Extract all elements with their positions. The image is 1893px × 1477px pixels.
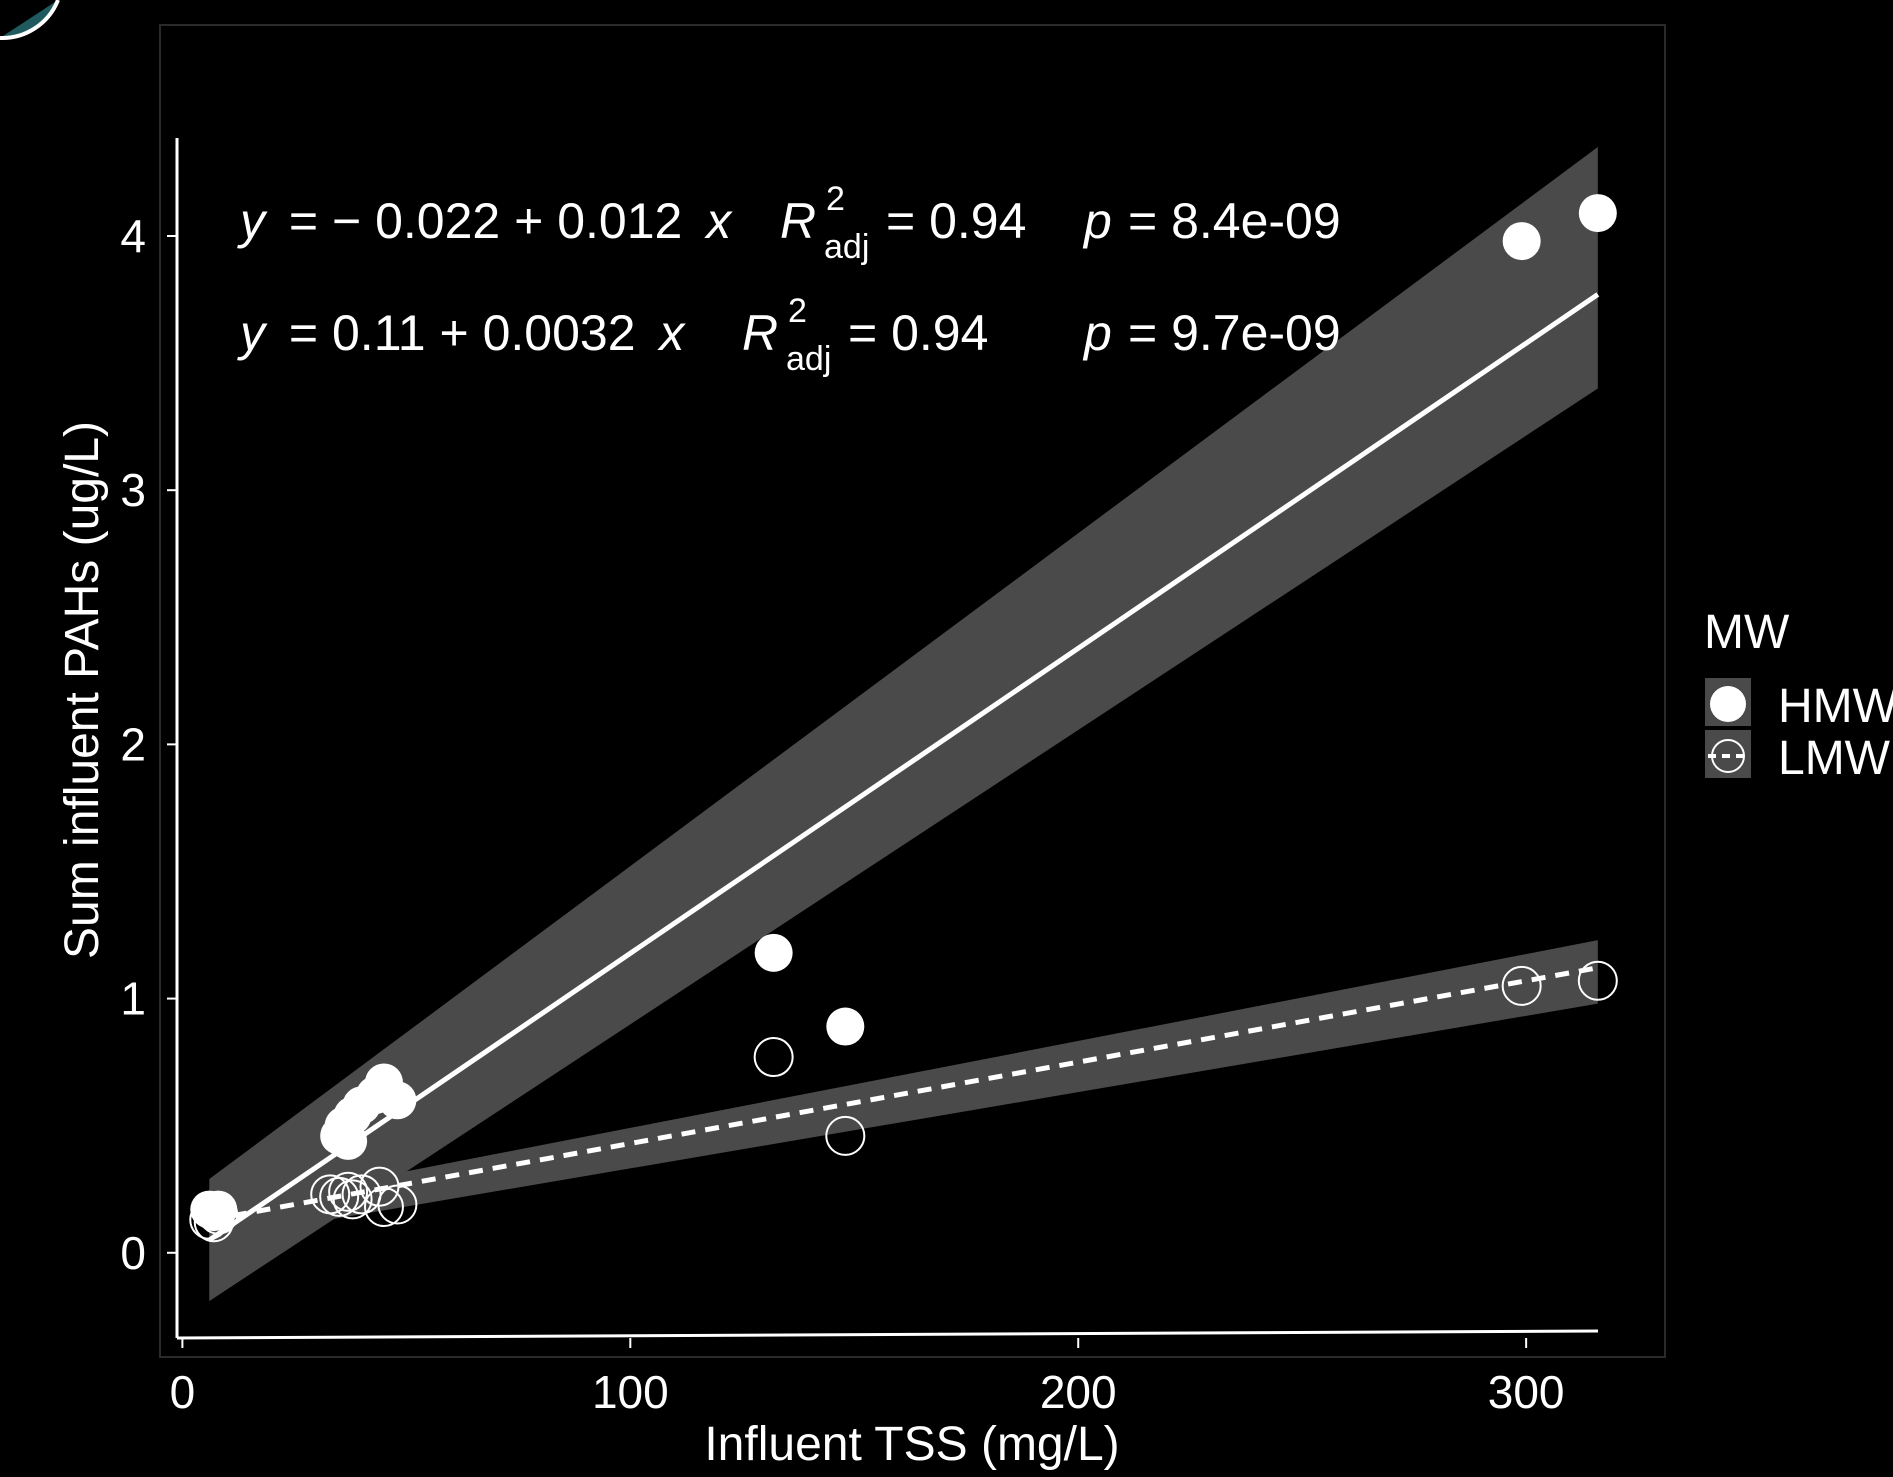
x-axis-title: Influent TSS (mg/L) xyxy=(704,1418,1119,1471)
point-lmw xyxy=(359,1166,400,1207)
annotation-lmw-p: p xyxy=(1082,305,1112,361)
point-lmw xyxy=(198,1194,239,1235)
point-hmw xyxy=(826,1007,865,1046)
point-hmw xyxy=(1578,194,1617,233)
ci-band-lmw xyxy=(209,940,1598,1241)
legend: MW HMW LMW xyxy=(1704,606,1893,785)
annotation-hmw-r: R xyxy=(780,193,816,249)
legend-title: MW xyxy=(1704,606,1790,659)
legend-marker-hmw xyxy=(1710,686,1746,722)
legend-label-lmw: LMW xyxy=(1778,732,1891,785)
x-tick-label: 300 xyxy=(1488,1366,1565,1418)
fit-line-lmw xyxy=(208,965,1599,1223)
annotation-hmw-y: y xyxy=(237,193,268,249)
annotation-hmw-p: p xyxy=(1082,193,1112,249)
annotation-lmw-r: R xyxy=(742,305,778,361)
point-hmw xyxy=(754,933,793,972)
point-lmw xyxy=(1577,960,1618,1001)
point-lmw xyxy=(328,1171,369,1212)
panel-border xyxy=(159,24,1666,1358)
point-lmw xyxy=(319,1176,360,1217)
annotation-lmw-y: y xyxy=(237,305,268,361)
point-lmw xyxy=(363,1187,404,1228)
axis-ticks: 0 100 200 300 0 1 2 3 4 xyxy=(120,210,1564,1418)
x-axis-line xyxy=(176,1329,1599,1340)
legend-label-hmw: HMW xyxy=(1778,680,1893,733)
annotation-lmw-x: x xyxy=(657,305,686,361)
fit-lines xyxy=(207,292,1600,1243)
logo-arc-decoration xyxy=(0,0,60,41)
annotation-hmw-equation: = − 0.022 + 0.012 xyxy=(289,193,682,249)
point-lmw xyxy=(1501,965,1542,1006)
point-hmw xyxy=(378,1081,417,1120)
y-tick-label: 1 xyxy=(120,973,146,1025)
point-lmw xyxy=(753,1037,794,1078)
y-tick-label: 4 xyxy=(120,210,146,262)
annotation-lmw-equation: = 0.11 + 0.0032 xyxy=(289,305,636,361)
y-axis-title: Sum influent PAHs (ug/L) xyxy=(56,421,109,959)
annotation-hmw-r2-value: = 0.94 xyxy=(886,193,1026,249)
annotation-hmw: y = − 0.022 + 0.012 x xyxy=(237,193,733,249)
x-tick-label: 100 xyxy=(592,1366,669,1418)
annotation-lmw-p-value: = 9.7e-09 xyxy=(1128,305,1341,361)
x-tick-label: 200 xyxy=(1040,1366,1117,1418)
y-tick-label: 0 xyxy=(120,1227,146,1279)
annotation-lmw: y = 0.11 + 0.0032 x xyxy=(237,305,686,361)
point-lmw xyxy=(377,1184,418,1225)
point-lmw xyxy=(332,1179,373,1220)
point-lmw xyxy=(193,1202,234,1243)
annotation-lmw-r-sub: adj xyxy=(786,340,831,378)
fit-line-hmw xyxy=(207,292,1600,1243)
confidence-bands xyxy=(209,147,1598,1302)
y-tick-label: 2 xyxy=(120,718,146,770)
annotation-hmw-r-sub: adj xyxy=(824,228,869,266)
annotation-hmw-p-value: = 8.4e-09 xyxy=(1128,193,1341,249)
annotation-lmw-r-sup: 2 xyxy=(788,292,807,330)
annotation-hmw-x: x xyxy=(704,193,733,249)
ci-band-hmw xyxy=(209,147,1598,1302)
x-tick-label: 0 xyxy=(170,1366,196,1418)
point-lmw xyxy=(189,1199,230,1240)
y-tick-label: 3 xyxy=(120,464,146,516)
annotation-hmw-r-sup: 2 xyxy=(826,180,845,218)
annotation-lmw-r2-value: = 0.94 xyxy=(848,305,988,361)
data-points xyxy=(189,194,1618,1243)
point-lmw xyxy=(825,1115,866,1156)
point-hmw xyxy=(1502,222,1541,261)
legend-marker-lmw xyxy=(1711,739,1745,773)
